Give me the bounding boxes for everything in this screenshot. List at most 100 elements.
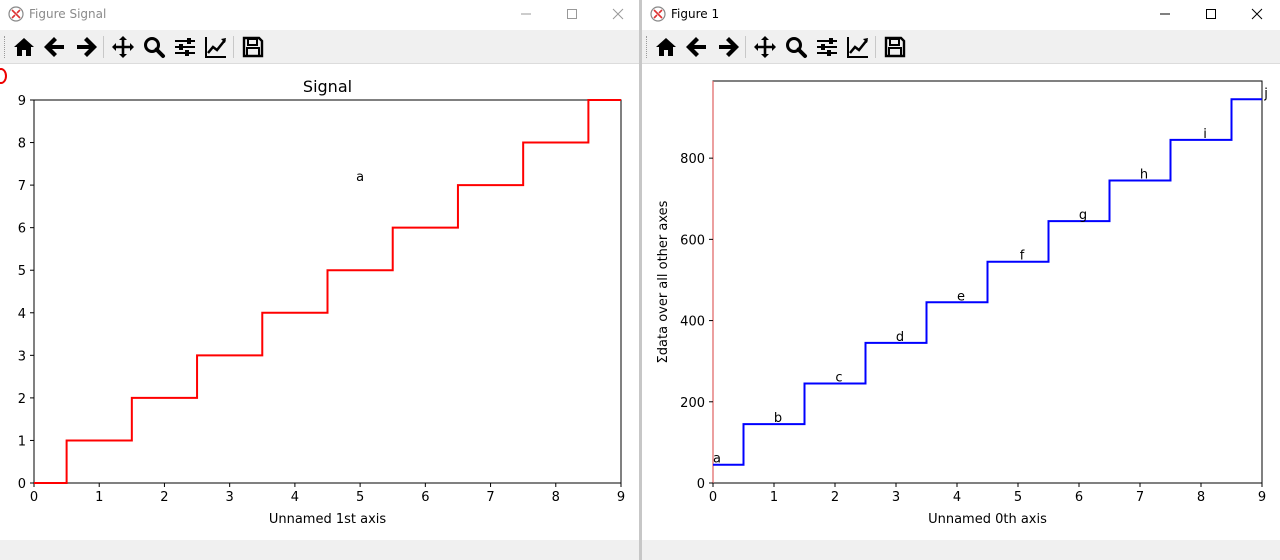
forward-arrow-icon xyxy=(77,37,97,57)
maximize-icon xyxy=(1206,9,1216,19)
figure-canvas[interactable]: 0 1 2 3 4 5 6 7 8 9 0 200 400 600 800 Unnamed 0th axis Σ… xyxy=(642,64,1280,540)
y-tick-label: 600 xyxy=(680,233,705,248)
x-tick-label: 5 xyxy=(1014,490,1022,505)
configure-subplots-button[interactable] xyxy=(814,34,840,60)
point-label: b xyxy=(774,411,782,426)
close-button[interactable] xyxy=(1234,0,1280,28)
toolbar-separator xyxy=(233,36,234,58)
maximize-button[interactable] xyxy=(1188,0,1234,28)
window-title: Figure Signal xyxy=(29,7,107,21)
x-tick-label: 1 xyxy=(770,490,778,505)
data-point xyxy=(34,483,35,484)
pan-icon xyxy=(754,36,776,58)
annotation-text: a xyxy=(356,170,364,185)
forward-button[interactable] xyxy=(715,34,741,60)
point-label: a xyxy=(713,452,721,467)
toolbar-separator xyxy=(103,36,104,58)
y-tick-label: 0 xyxy=(18,477,26,492)
y-tick-label: 200 xyxy=(680,396,705,411)
toolbar-separator xyxy=(875,36,876,58)
data-point xyxy=(360,270,361,271)
y-axis-label: Σdata over all other axes xyxy=(656,200,671,363)
close-icon xyxy=(612,8,624,20)
window-title: Figure 1 xyxy=(671,7,720,21)
data-point xyxy=(555,142,556,143)
minimize-button[interactable] xyxy=(1142,0,1188,28)
y-tick-label: 6 xyxy=(18,222,26,237)
x-tick-label: 8 xyxy=(552,490,560,505)
x-tick-label: 9 xyxy=(1258,490,1266,505)
navigation-toolbar xyxy=(642,30,1280,64)
y-tick-label: 8 xyxy=(18,137,26,152)
close-button[interactable] xyxy=(595,0,639,28)
home-button[interactable] xyxy=(653,34,679,60)
pan-button[interactable] xyxy=(752,34,778,60)
minimize-icon xyxy=(521,13,531,15)
toolbar-grip xyxy=(4,36,7,58)
figure-signal-window: Figure Signal xyxy=(0,0,639,560)
edit-axes-icon xyxy=(205,37,226,58)
forward-button[interactable] xyxy=(73,34,99,60)
back-button[interactable] xyxy=(684,34,710,60)
matplotlib-logo-icon xyxy=(650,6,666,22)
home-icon xyxy=(14,38,34,56)
title-bar[interactable]: Figure Signal xyxy=(0,0,639,28)
edit-axes-icon xyxy=(847,37,868,58)
axes-frame xyxy=(33,99,622,484)
point-label: d xyxy=(896,330,904,345)
maximize-button[interactable] xyxy=(549,0,595,28)
home-icon xyxy=(656,38,676,56)
point-label: h xyxy=(1140,167,1148,182)
zoom-button[interactable] xyxy=(141,34,167,60)
y-tick-label: 1 xyxy=(18,434,26,449)
series-line xyxy=(713,98,1262,466)
red-circle-marker xyxy=(0,68,7,84)
x-tick-label: 7 xyxy=(1136,490,1144,505)
configure-subplots-button[interactable] xyxy=(172,34,198,60)
x-tick-label: 4 xyxy=(291,490,299,505)
minimize-button[interactable] xyxy=(503,0,549,28)
save-button[interactable] xyxy=(240,34,266,60)
status-bar xyxy=(642,540,1280,560)
configure-subplots-icon xyxy=(175,38,195,56)
back-arrow-icon xyxy=(44,37,64,57)
point-label: f xyxy=(1020,249,1025,264)
y-tick-label: 800 xyxy=(680,152,705,167)
minimize-icon xyxy=(1160,13,1170,15)
edit-axes-button[interactable] xyxy=(203,34,229,60)
x-tick-label: 0 xyxy=(709,490,717,505)
data-point xyxy=(490,185,491,186)
navigation-toolbar xyxy=(0,30,639,64)
data-point xyxy=(294,312,295,313)
toolbar-grip xyxy=(646,36,649,58)
x-tick-label: 2 xyxy=(160,490,168,505)
back-button[interactable] xyxy=(42,34,68,60)
data-point xyxy=(1201,139,1202,140)
zoom-icon xyxy=(144,37,165,58)
series-line xyxy=(34,99,621,484)
x-tick-label: 2 xyxy=(831,490,839,505)
pan-button[interactable] xyxy=(110,34,136,60)
close-icon xyxy=(1251,8,1263,20)
point-label: g xyxy=(1079,208,1087,223)
point-label: i xyxy=(1203,127,1207,142)
edit-axes-button[interactable] xyxy=(845,34,871,60)
title-bar[interactable]: Figure 1 xyxy=(642,0,1280,28)
signal-plot: 0 1 2 3 4 5 6 7 8 9 0 1 2 3 4 5 6 7 8 9 Signal Unnamed 1st ax… xyxy=(18,77,625,527)
toolbar-separator xyxy=(745,36,746,58)
save-button[interactable] xyxy=(882,34,908,60)
pan-icon xyxy=(112,36,134,58)
figure-1-window: Figure 1 xyxy=(642,0,1280,560)
zoom-button[interactable] xyxy=(783,34,809,60)
x-tick-label: 5 xyxy=(356,490,364,505)
point-label: c xyxy=(835,371,842,386)
home-button[interactable] xyxy=(11,34,37,60)
point-label: j xyxy=(1263,86,1268,101)
figure-canvas[interactable]: 0 1 2 3 4 5 6 7 8 9 0 1 2 3 4 5 6 7 8 9 Signal Unnamed 1st ax… xyxy=(0,64,639,540)
y-tick-label: 5 xyxy=(18,264,26,279)
matplotlib-logo-icon xyxy=(8,6,24,22)
x-tick-label: 4 xyxy=(953,490,961,505)
x-tick-label: 8 xyxy=(1197,490,1205,505)
data-point xyxy=(425,227,426,228)
y-tick-label: 9 xyxy=(18,94,26,109)
